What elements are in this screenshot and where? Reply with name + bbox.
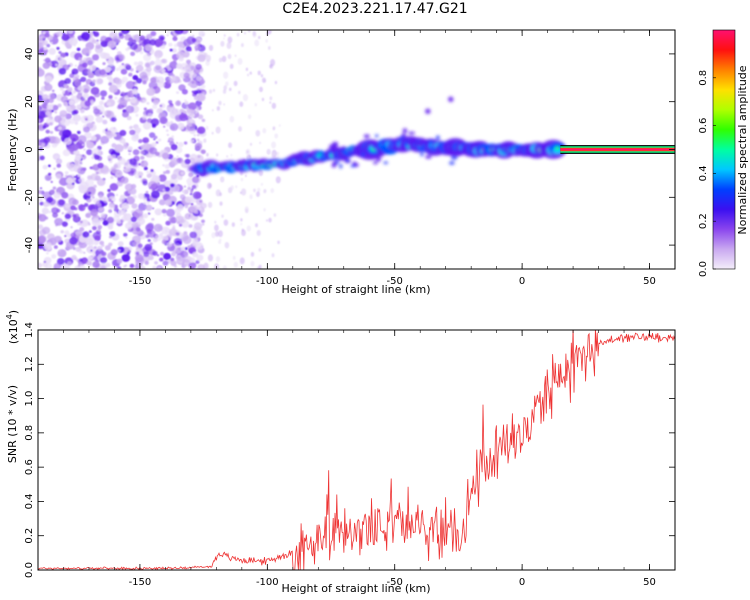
- x-tick-label: 50: [643, 276, 656, 287]
- spectrogram-panel: -150 -100 -50 0 50 -40 -20 0 20 40 Height of stra…: [6, 29, 676, 296]
- snr-series-line: [38, 330, 675, 570]
- x-tick-label: -100: [256, 276, 279, 287]
- colorbar: 0.0 0.2 0.4 0.6 0.8 Normalized spectral ampl…: [698, 29, 749, 277]
- y-tick-label: 1.2: [24, 356, 35, 372]
- snr-y-multiplier-close: ): [7, 310, 20, 314]
- colorbar-tick-label: 0.8: [698, 70, 709, 86]
- colorbar-gradient: [713, 30, 735, 269]
- steady-signal-line: [560, 145, 675, 154]
- x-tick-label: -50: [387, 577, 403, 588]
- colorbar-tick-label: 0.0: [698, 261, 709, 277]
- snr-y-multiplier-base: (x10: [7, 319, 20, 344]
- spectrogram-axes: -150 -100 -50 0 50 -40 -20 0 20 40: [24, 30, 676, 287]
- y-tick-label: 1.4: [24, 322, 35, 338]
- figure-title: C2E4.2023.221.17.47.G21: [282, 1, 468, 17]
- colorbar-tick-label: 0.4: [698, 165, 709, 181]
- y-tick-label: 1.0: [24, 391, 35, 407]
- y-tick-label: 40: [24, 48, 35, 61]
- x-tick-label: 0: [519, 276, 525, 287]
- y-tick-label: 0.0: [24, 562, 35, 578]
- snr-axes: -150 -100 -50 0 50 0.0 0.2 0.4 0.6 0.8 1.0 1.2 1.4: [24, 322, 676, 588]
- spectrogram-y-label: Frequency (Hz): [6, 109, 19, 192]
- y-tick-label: -40: [24, 237, 35, 253]
- colorbar-frame: [712, 29, 736, 270]
- snr-y-multiplier-exponent: 4: [5, 314, 14, 319]
- y-tick-label: 20: [24, 95, 35, 108]
- signal-band: [132, 96, 567, 176]
- x-tick-label: -150: [129, 276, 152, 287]
- x-tick-label: -50: [387, 276, 403, 287]
- colorbar-label: Normalized spectral amplitude: [736, 65, 749, 234]
- colorbar-tick-label: 0.6: [698, 118, 709, 134]
- y-tick-label: -20: [24, 189, 35, 205]
- snr-y-label: SNR (10 * v/v): [6, 385, 19, 463]
- snr-y-multiplier: (x104): [5, 310, 20, 344]
- spectrogram-x-label: Height of straight line (km): [281, 283, 430, 296]
- x-tick-label: -100: [256, 577, 279, 588]
- noise-speckle: [38, 30, 281, 269]
- colorbar-ticks: 0.0 0.2 0.4 0.6 0.8: [698, 70, 716, 277]
- snr-x-label: Height of straight line (km): [281, 582, 430, 595]
- y-tick-label: 0.8: [24, 425, 35, 441]
- y-tick-label: 0.6: [24, 459, 35, 475]
- x-tick-label: -150: [129, 577, 152, 588]
- y-tick-label: 0.4: [24, 493, 35, 509]
- snr-frame: [37, 329, 676, 571]
- y-tick-label: 0: [24, 146, 35, 152]
- snr-panel: -150 -100 -50 0 50 0.0 0.2 0.4 0.6 0.8 1.0 1.2 1.4 H…: [5, 310, 676, 595]
- colorbar-tick-label: 0.2: [698, 213, 709, 229]
- y-tick-label: 0.2: [24, 528, 35, 544]
- spectrogram-heatmap: [38, 30, 675, 269]
- x-tick-label: 0: [519, 577, 525, 588]
- x-tick-label: 50: [643, 577, 656, 588]
